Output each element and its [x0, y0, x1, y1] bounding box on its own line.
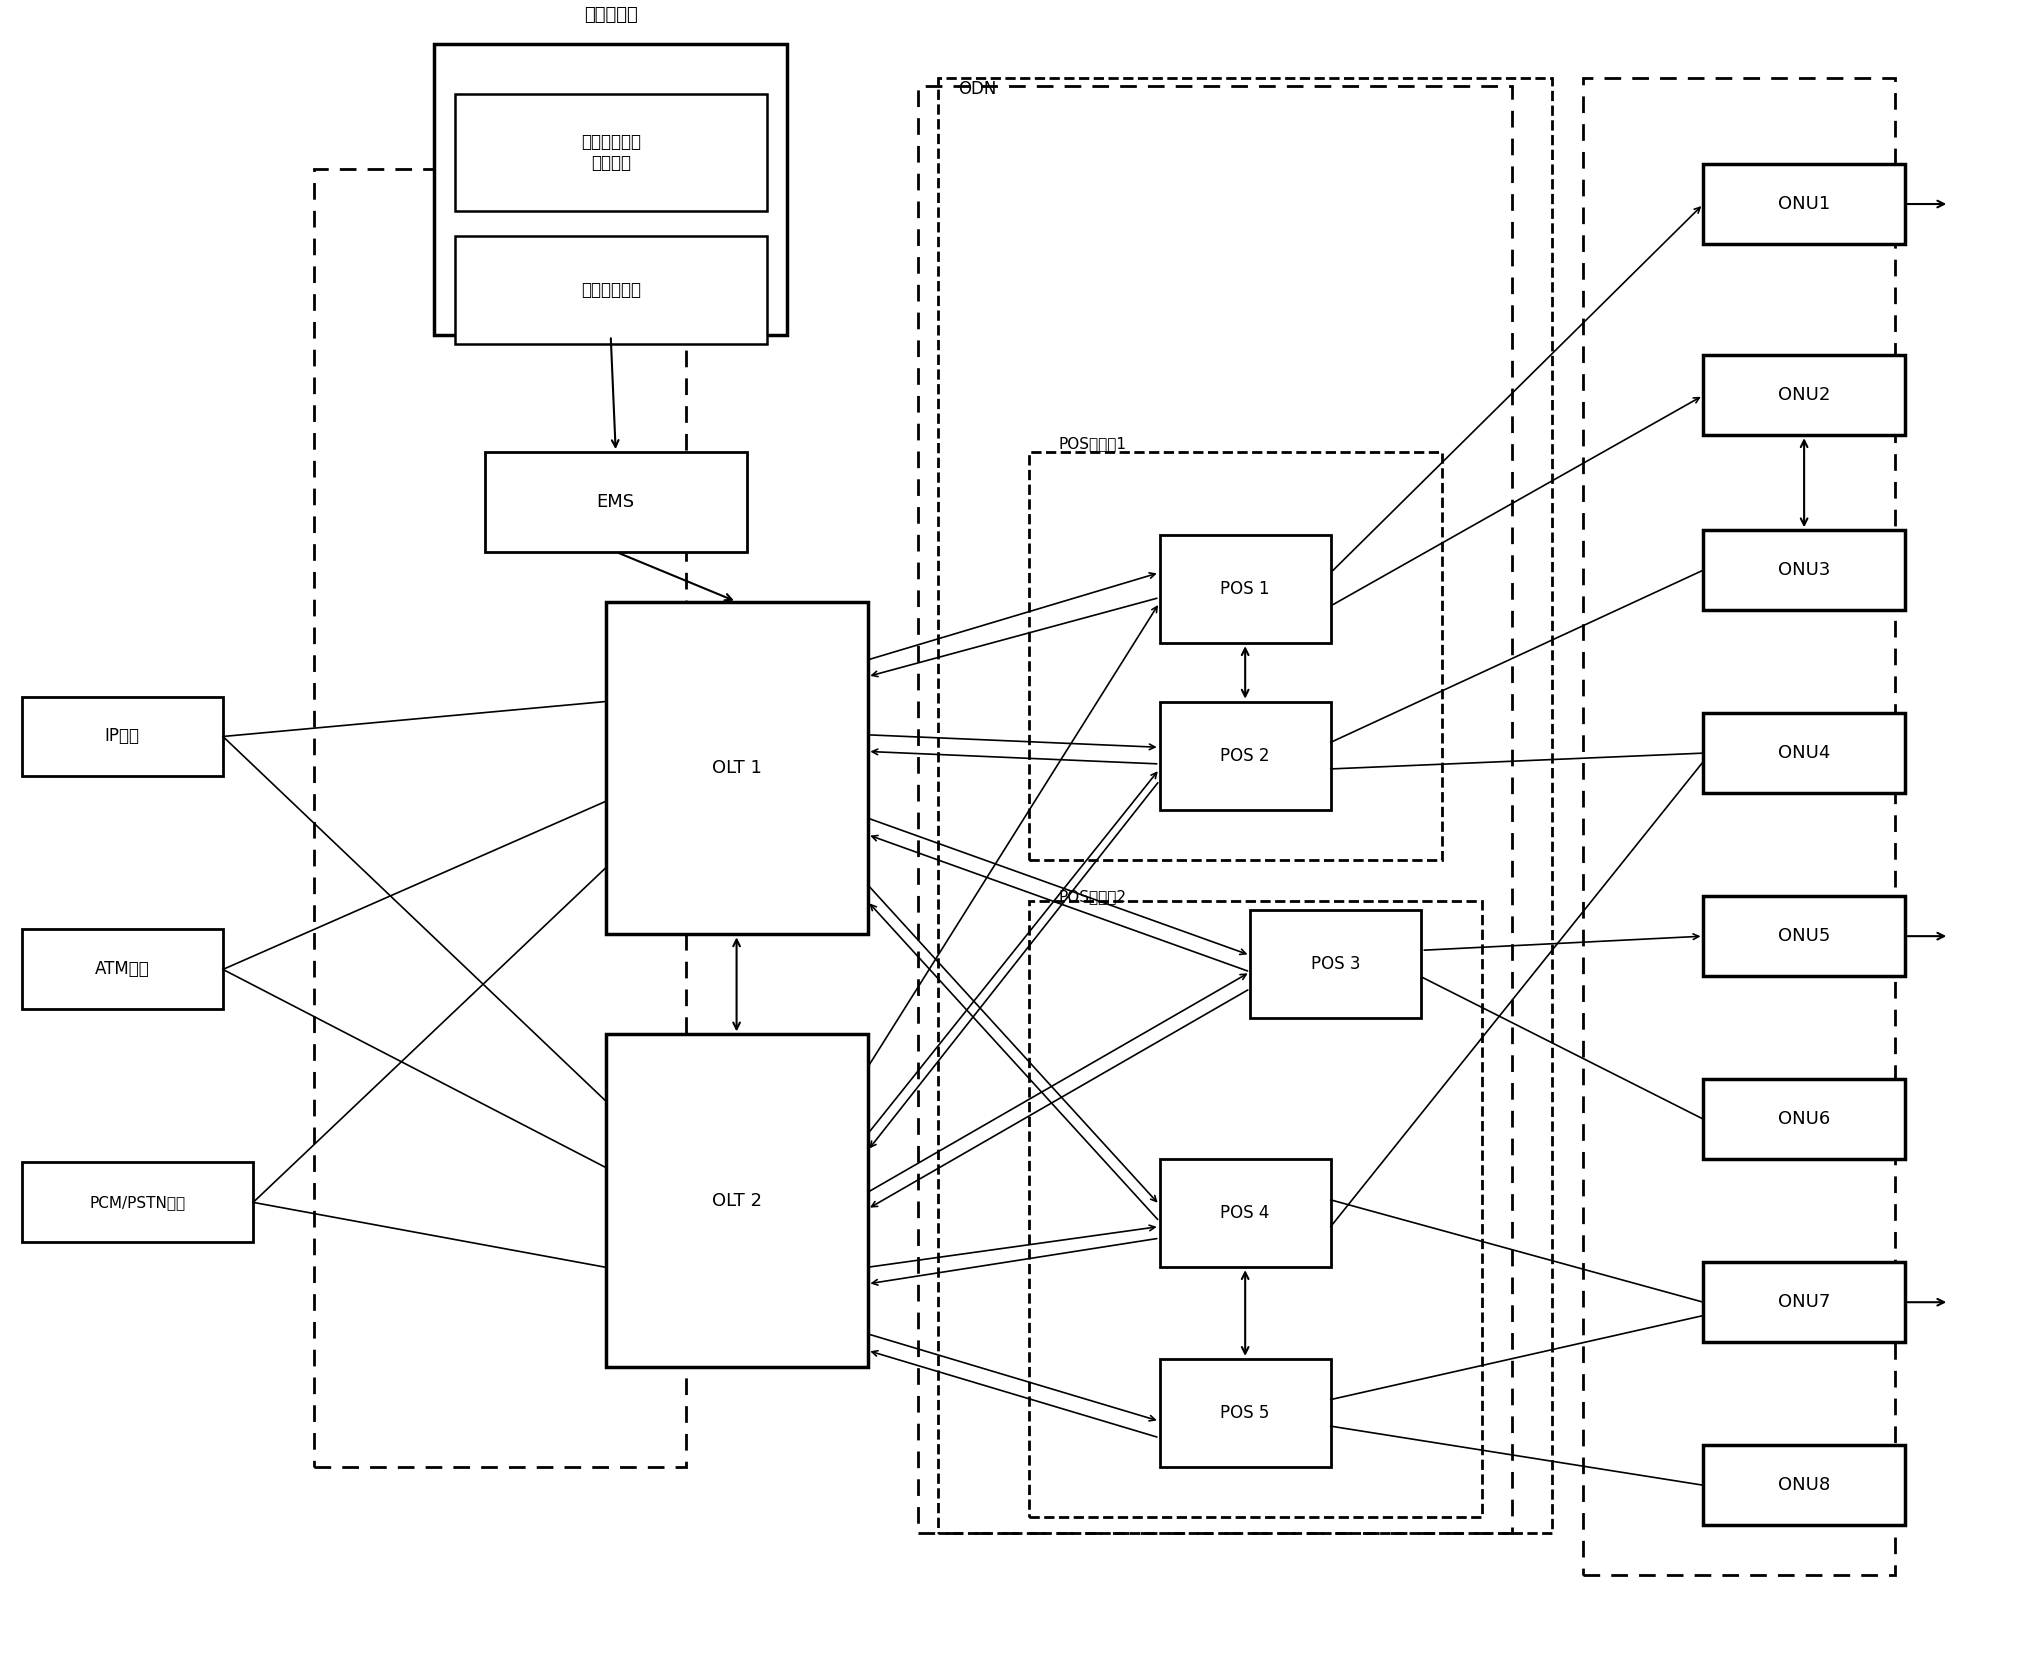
Text: ONU5: ONU5 [1777, 927, 1829, 946]
Bar [1704, 1444, 1904, 1525]
Bar [605, 602, 867, 934]
Text: OLT 1: OLT 1 [712, 759, 762, 777]
Text: PCM/PSTN网络: PCM/PSTN网络 [89, 1194, 186, 1209]
Text: POS 5: POS 5 [1220, 1404, 1271, 1421]
Bar [1704, 355, 1904, 435]
Bar [1704, 714, 1904, 792]
Bar [605, 1034, 867, 1368]
Bar [1704, 163, 1904, 244]
Text: POS 2: POS 2 [1220, 747, 1271, 764]
Text: ONU4: ONU4 [1777, 744, 1829, 762]
Bar [434, 45, 787, 335]
Bar [454, 93, 766, 210]
Bar [22, 697, 224, 776]
Bar [22, 929, 224, 1009]
Text: ODN: ODN [958, 80, 996, 98]
Bar [1160, 702, 1331, 809]
Text: ONU3: ONU3 [1777, 560, 1829, 579]
Bar [1704, 896, 1904, 976]
Text: POS备份组2: POS备份组2 [1059, 889, 1128, 904]
Bar [454, 235, 766, 344]
Bar [1704, 1263, 1904, 1343]
Bar [1029, 901, 1482, 1516]
Text: IP网络: IP网络 [105, 727, 139, 746]
Text: ATM网络: ATM网络 [95, 961, 149, 979]
Bar [1160, 1359, 1331, 1466]
Text: OLT 2: OLT 2 [712, 1191, 762, 1209]
Text: EMS: EMS [597, 492, 635, 510]
Text: 光时域反射仪
测试单元: 光时域反射仪 测试单元 [581, 133, 641, 172]
Text: 网络管理器: 网络管理器 [583, 7, 637, 25]
Bar [1704, 1079, 1904, 1159]
Text: POS备份组1: POS备份组1 [1059, 435, 1128, 450]
Bar [1160, 535, 1331, 644]
Bar [1704, 530, 1904, 610]
Text: 端口倒换单元: 端口倒换单元 [581, 280, 641, 299]
Bar [1583, 78, 1894, 1575]
Bar [938, 78, 1553, 1533]
Text: ONU8: ONU8 [1779, 1476, 1829, 1495]
Bar [313, 168, 686, 1466]
Bar [918, 85, 1513, 1533]
Text: ONU7: ONU7 [1777, 1293, 1829, 1311]
Bar [22, 1163, 254, 1243]
Text: ONU6: ONU6 [1779, 1111, 1829, 1128]
Bar [1160, 1159, 1331, 1268]
Bar [1251, 909, 1422, 1017]
Bar [1029, 452, 1442, 859]
Text: POS 3: POS 3 [1311, 954, 1361, 972]
Bar [484, 452, 746, 552]
Text: ONU1: ONU1 [1779, 195, 1829, 214]
Text: ONU2: ONU2 [1777, 387, 1829, 404]
Text: POS 1: POS 1 [1220, 580, 1271, 599]
Text: POS 4: POS 4 [1220, 1204, 1271, 1223]
